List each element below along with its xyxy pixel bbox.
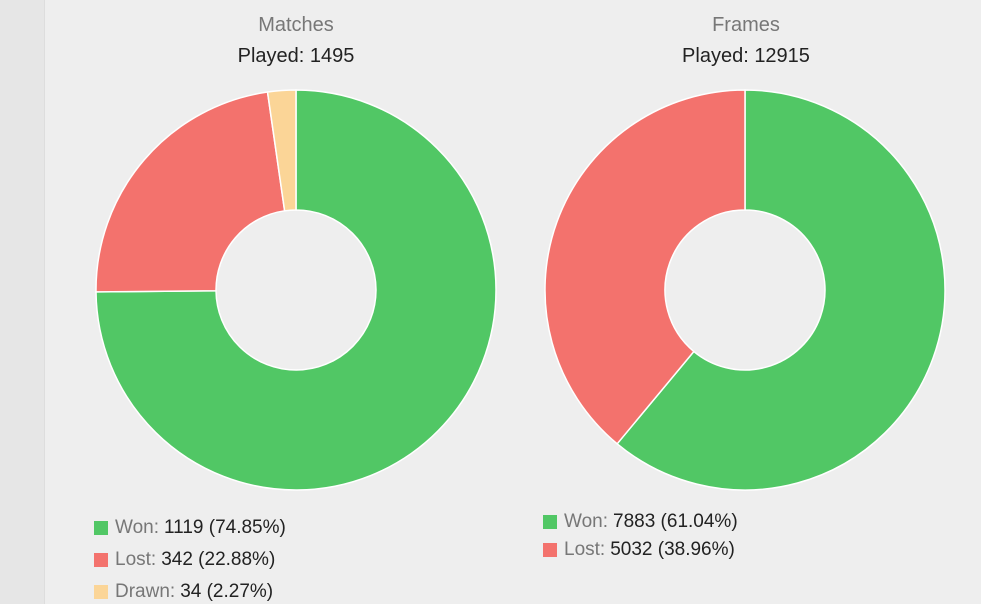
pie-slice-matches-drawn[interactable] xyxy=(266,89,297,212)
chart-title-frames: Frames xyxy=(712,14,780,36)
chart-title-matches: Matches xyxy=(258,14,334,36)
pie-slice-matches-won[interactable] xyxy=(95,89,497,491)
legend-label: Drawn: xyxy=(115,581,176,602)
legend-value: 342 (22.88%) xyxy=(161,549,276,570)
legend-value: 7883 (61.04%) xyxy=(613,511,738,532)
sidebar-edge xyxy=(0,0,45,604)
legend-label: Lost: xyxy=(115,549,157,570)
legend-item-lost[interactable]: Lost: 342 (22.88%) xyxy=(94,544,286,576)
legend-value: 5032 (38.96%) xyxy=(610,539,735,560)
legend-matches: Won: 1119 (74.85%) Lost: 342 (22.88%) Dr… xyxy=(94,512,286,604)
pie-slice-matches-lost[interactable] xyxy=(95,91,286,293)
legend-swatch xyxy=(94,585,108,599)
chart-subtitle-frames: Played: 12915 xyxy=(682,45,810,67)
legend-swatch xyxy=(543,515,557,529)
legend-frames: Won: 7883 (61.04%) Lost: 5032 (38.96%) xyxy=(543,508,738,564)
legend-item-won[interactable]: Won: 7883 (61.04%) xyxy=(543,508,738,536)
legend-item-won[interactable]: Won: 1119 (74.85%) xyxy=(94,512,286,544)
legend-label: Won: xyxy=(564,511,609,532)
legend-label: Won: xyxy=(115,517,160,538)
legend-swatch xyxy=(94,553,108,567)
legend-swatch xyxy=(94,521,108,535)
legend-value: 34 (2.27%) xyxy=(180,581,274,602)
pie-slice-frames-lost[interactable] xyxy=(544,89,746,445)
legend-item-lost[interactable]: Lost: 5032 (38.96%) xyxy=(543,536,738,564)
pie-slice-frames-won[interactable] xyxy=(616,89,946,491)
legend-label: Lost: xyxy=(564,539,606,560)
legend-item-drawn[interactable]: Drawn: 34 (2.27%) xyxy=(94,576,286,604)
legend-value: 1119 (74.85%) xyxy=(164,517,286,538)
chart-subtitle-matches: Played: 1495 xyxy=(237,45,355,67)
legend-swatch xyxy=(543,543,557,557)
